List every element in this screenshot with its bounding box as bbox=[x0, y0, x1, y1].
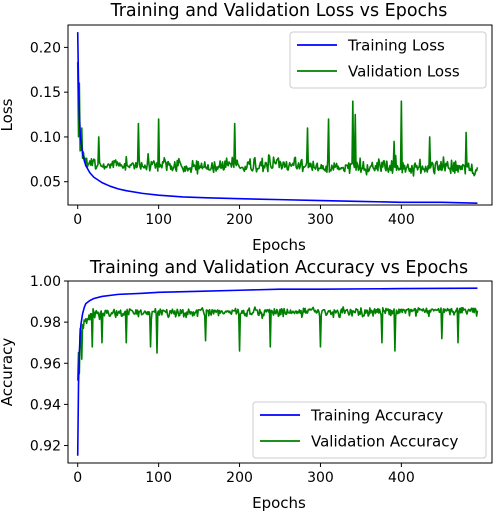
accuracy-x-tick-label: 300 bbox=[307, 470, 334, 486]
accuracy-y-tick-label: 0.96 bbox=[30, 356, 61, 372]
accuracy-chart-title: Training and Validation Accuracy vs Epoc… bbox=[89, 258, 468, 278]
loss-x-tick-label: 200 bbox=[226, 212, 253, 228]
loss-y-axis-label: Loss bbox=[0, 98, 16, 131]
accuracy-series-line-validation bbox=[76, 306, 479, 381]
loss-y-tick-label: 0.05 bbox=[30, 175, 61, 191]
accuracy-y-axis-label: Accuracy bbox=[0, 338, 16, 407]
accuracy-legend-box bbox=[252, 401, 487, 459]
accuracy-y-tick-label: 0.94 bbox=[30, 397, 61, 413]
accuracy-x-tick-label: 0 bbox=[73, 470, 82, 486]
loss-series-line-training bbox=[76, 32, 478, 205]
loss-legend-label-training: Training Loss bbox=[347, 37, 445, 55]
accuracy-y-tick-label: 1.00 bbox=[30, 274, 61, 290]
loss-x-axis-label: Epochs bbox=[252, 236, 306, 254]
accuracy-y-ticks: 0.92 0.94 0.96 0.98 1.00 bbox=[30, 274, 68, 455]
loss-legend: Training Loss Validation Loss bbox=[289, 31, 487, 89]
loss-legend-label-validation: Validation Loss bbox=[348, 63, 460, 81]
loss-plot-frame bbox=[67, 24, 493, 206]
accuracy-y-tick-label: 0.92 bbox=[30, 439, 61, 455]
loss-x-tick-label: 400 bbox=[388, 212, 415, 228]
loss-y-tick-label: 0.10 bbox=[30, 130, 61, 146]
loss-plot-lines bbox=[76, 32, 479, 205]
loss-x-tick-label: 100 bbox=[145, 212, 172, 228]
loss-y-ticks: 0.05 0.10 0.15 0.20 bbox=[30, 40, 68, 191]
loss-chart-title: Training and Validation Loss vs Epochs bbox=[110, 1, 448, 21]
accuracy-chart: Training and Validation Accuracy vs Epoc… bbox=[0, 258, 493, 512]
accuracy-legend: Training Accuracy Validation Accuracy bbox=[252, 401, 487, 459]
loss-x-ticks: 0 100 200 300 400 bbox=[73, 205, 415, 228]
loss-x-tick-label: 0 bbox=[73, 212, 82, 228]
accuracy-y-tick-label: 0.98 bbox=[30, 315, 61, 331]
loss-series-line-validation bbox=[76, 61, 479, 177]
accuracy-x-ticks: 0 100 200 300 400 bbox=[73, 463, 415, 486]
loss-y-tick-label: 0.15 bbox=[30, 85, 61, 101]
loss-chart: Training and Validation Loss vs Epochs 0… bbox=[0, 1, 493, 254]
accuracy-plot-lines bbox=[76, 287, 479, 456]
accuracy-x-axis-label: Epochs bbox=[252, 494, 306, 512]
accuracy-series-line-training bbox=[76, 287, 478, 456]
accuracy-legend-label-validation: Validation Accuracy bbox=[311, 433, 458, 451]
accuracy-x-tick-label: 400 bbox=[388, 470, 415, 486]
accuracy-plot-frame bbox=[67, 280, 493, 464]
accuracy-legend-label-training: Training Accuracy bbox=[310, 407, 444, 425]
loss-legend-box bbox=[289, 31, 487, 89]
accuracy-x-tick-label: 100 bbox=[145, 470, 172, 486]
loss-x-tick-label: 300 bbox=[307, 212, 334, 228]
accuracy-x-tick-label: 200 bbox=[226, 470, 253, 486]
loss-y-tick-label: 0.20 bbox=[30, 40, 61, 56]
